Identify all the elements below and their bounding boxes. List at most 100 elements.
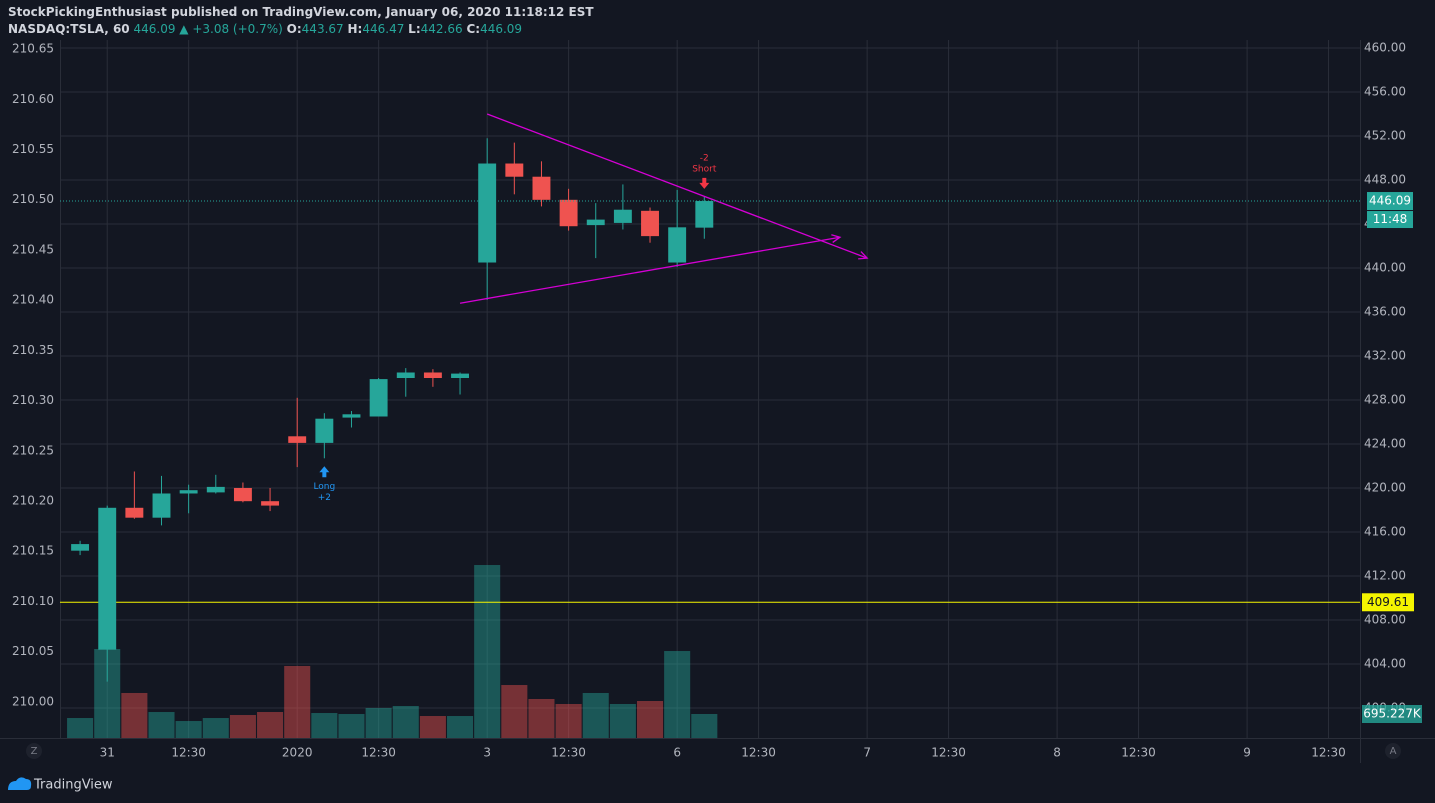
y-tick-label: 416.00 [1364,524,1406,538]
candle-body [668,227,687,263]
c-label: C: [466,22,481,36]
signal-arrow [319,466,330,478]
volume-bar [284,665,311,738]
volume-bar [392,705,419,738]
trendline [486,113,868,259]
candle-body [288,436,307,443]
candle-body [586,219,605,226]
candle-body [396,372,415,379]
candle-body [613,209,632,223]
left-tick-label: 210.30 [12,393,54,407]
y-tick-label: 424.00 [1364,436,1406,450]
last-price: 446.09 [133,22,176,36]
left-tick-label: 210.15 [12,544,54,558]
y-tick-label: 436.00 [1364,305,1406,319]
change: ▲ +3.08 (+0.7%) [179,22,283,36]
x-tick-label: 12:30 [551,746,586,760]
button-a-label[interactable]: A [1390,746,1397,757]
candle-body [478,163,497,263]
open-value: 443.67 [301,22,344,36]
left-tick-label: 210.50 [12,192,54,206]
y-tick-label: 452.00 [1364,129,1406,143]
last-price-bg [1367,192,1413,211]
x-tick-label: 6 [673,746,681,760]
left-tick-label: 210.65 [12,42,54,56]
candle-body [152,493,171,518]
y-tick-label: 456.00 [1364,85,1406,99]
header: StockPickingEnthusiast published on Trad… [8,4,594,38]
o-label: O: [286,22,302,36]
volume-bar [229,715,256,738]
candle-body [233,487,252,502]
candle-body [125,507,144,518]
candle-body [505,163,524,177]
candle-body [71,544,90,551]
volume-bar [311,713,338,738]
x-tick-label: 12:30 [1311,746,1346,760]
button-z-label[interactable]: Z [31,746,38,757]
x-tick-label: 7 [863,746,871,760]
countdown-bg [1367,211,1413,229]
candle-body [206,486,225,493]
trendline [459,236,841,304]
x-tick-label: 9 [1243,746,1251,760]
volume-bar [691,714,718,738]
candle-body [369,379,388,417]
candle-body [559,199,578,227]
signal-label: Long [313,482,335,492]
candle-body [98,507,117,650]
left-tick-label: 210.25 [12,443,54,457]
volume-label-bg [1362,705,1422,724]
candle-body [423,372,442,379]
candle-body [179,490,198,494]
footer-bar [0,763,1435,803]
volume-bar [636,700,664,738]
volume-bar [555,703,582,738]
candle-body [695,201,714,228]
x-tick-label: 8 [1053,746,1061,760]
volume-bar [175,721,202,738]
volume-bar [474,565,501,738]
button-z[interactable] [26,743,42,759]
x-tick-label: 31 [100,746,115,760]
left-tick-label: 210.40 [12,293,54,307]
left-tick-label: 210.05 [12,644,54,658]
signal-label: -2 [700,153,709,163]
volume-bar [148,712,175,738]
button-a[interactable] [1385,743,1401,759]
volume-bar [202,718,229,738]
volume-bar [609,703,636,738]
volume-bar [582,692,609,738]
x-tick-label: 12:30 [741,746,776,760]
candle-body [315,418,334,443]
publish-info: StockPickingEnthusiast published on Trad… [8,5,594,19]
y-tick-label: 440.00 [1364,261,1406,275]
symbol: NASDAQ:TSLA, 60 [8,22,130,36]
h-label: H: [347,22,363,36]
footer-brand[interactable]: TradingView [33,778,113,793]
footer-logo[interactable] [8,777,32,790]
y-tick-label: 448.00 [1364,173,1406,187]
candle-body [451,373,469,379]
signal-label: +2 [318,493,331,503]
candle-body [641,210,659,237]
high-value: 446.47 [362,22,405,36]
header-line2: NASDAQ:TSLA, 60 446.09 ▲ +3.08 (+0.7%) O… [8,21,594,38]
hline-label-bg [1362,593,1414,612]
signal-arrow [699,177,710,189]
x-tick-label: 12:30 [1121,746,1156,760]
left-tick-label: 210.20 [12,493,54,507]
left-tick-label: 210.35 [12,343,54,357]
volume-bar [501,685,528,738]
candle-body [261,501,280,506]
trendline-arrow [831,234,842,243]
volume-bar [419,716,446,738]
volume-bar [664,651,691,738]
candle-body [342,414,361,418]
candle-body [532,176,551,200]
y-tick-label: 420.00 [1364,480,1406,494]
low-value: 442.66 [420,22,463,36]
x-tick-label: 12:30 [361,746,396,760]
l-label: L: [408,22,421,36]
